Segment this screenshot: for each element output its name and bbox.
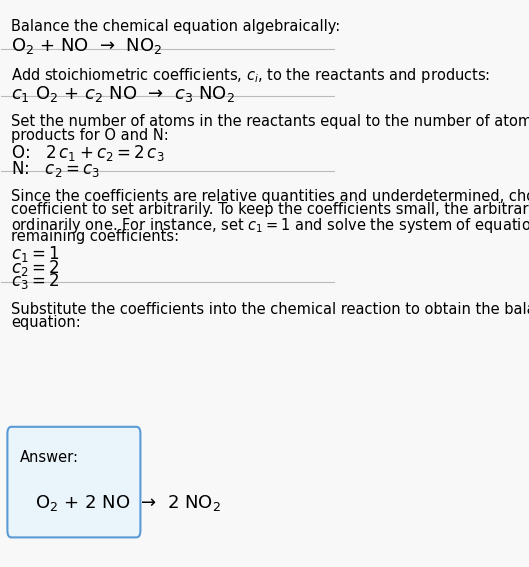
Text: Set the number of atoms in the reactants equal to the number of atoms in the: Set the number of atoms in the reactants…	[12, 114, 529, 129]
Text: O:   $2\,c_1 + c_2 = 2\,c_3$: O: $2\,c_1 + c_2 = 2\,c_3$	[12, 143, 165, 163]
Text: O$_2$ + NO  →  NO$_2$: O$_2$ + NO → NO$_2$	[12, 36, 163, 56]
Text: Add stoichiometric coefficients, $c_i$, to the reactants and products:: Add stoichiometric coefficients, $c_i$, …	[12, 66, 490, 85]
Text: coefficient to set arbitrarily. To keep the coefficients small, the arbitrary va: coefficient to set arbitrarily. To keep …	[12, 202, 529, 217]
Text: N:   $c_2 = c_3$: N: $c_2 = c_3$	[12, 159, 101, 179]
Text: Substitute the coefficients into the chemical reaction to obtain the balanced: Substitute the coefficients into the che…	[12, 302, 529, 316]
Text: $c_2 = 2$: $c_2 = 2$	[12, 257, 60, 277]
Text: Answer:: Answer:	[20, 450, 79, 465]
Text: Balance the chemical equation algebraically:: Balance the chemical equation algebraica…	[12, 19, 341, 35]
FancyBboxPatch shape	[7, 427, 140, 538]
Text: $c_3 = 2$: $c_3 = 2$	[12, 271, 60, 291]
Text: Since the coefficients are relative quantities and underdetermined, choose a: Since the coefficients are relative quan…	[12, 189, 529, 204]
Text: products for O and N:: products for O and N:	[12, 128, 169, 143]
Text: $c_1 = 1$: $c_1 = 1$	[12, 244, 60, 264]
Text: equation:: equation:	[12, 315, 81, 330]
Text: ordinarily one. For instance, set $c_1 = 1$ and solve the system of equations fo: ordinarily one. For instance, set $c_1 =…	[12, 216, 529, 235]
Text: remaining coefficients:: remaining coefficients:	[12, 229, 179, 244]
Text: O$_2$ + 2 NO  →  2 NO$_2$: O$_2$ + 2 NO → 2 NO$_2$	[35, 493, 221, 513]
Text: $c_1$ O$_2$ + $c_2$ NO  →  $c_3$ NO$_2$: $c_1$ O$_2$ + $c_2$ NO → $c_3$ NO$_2$	[12, 84, 235, 104]
